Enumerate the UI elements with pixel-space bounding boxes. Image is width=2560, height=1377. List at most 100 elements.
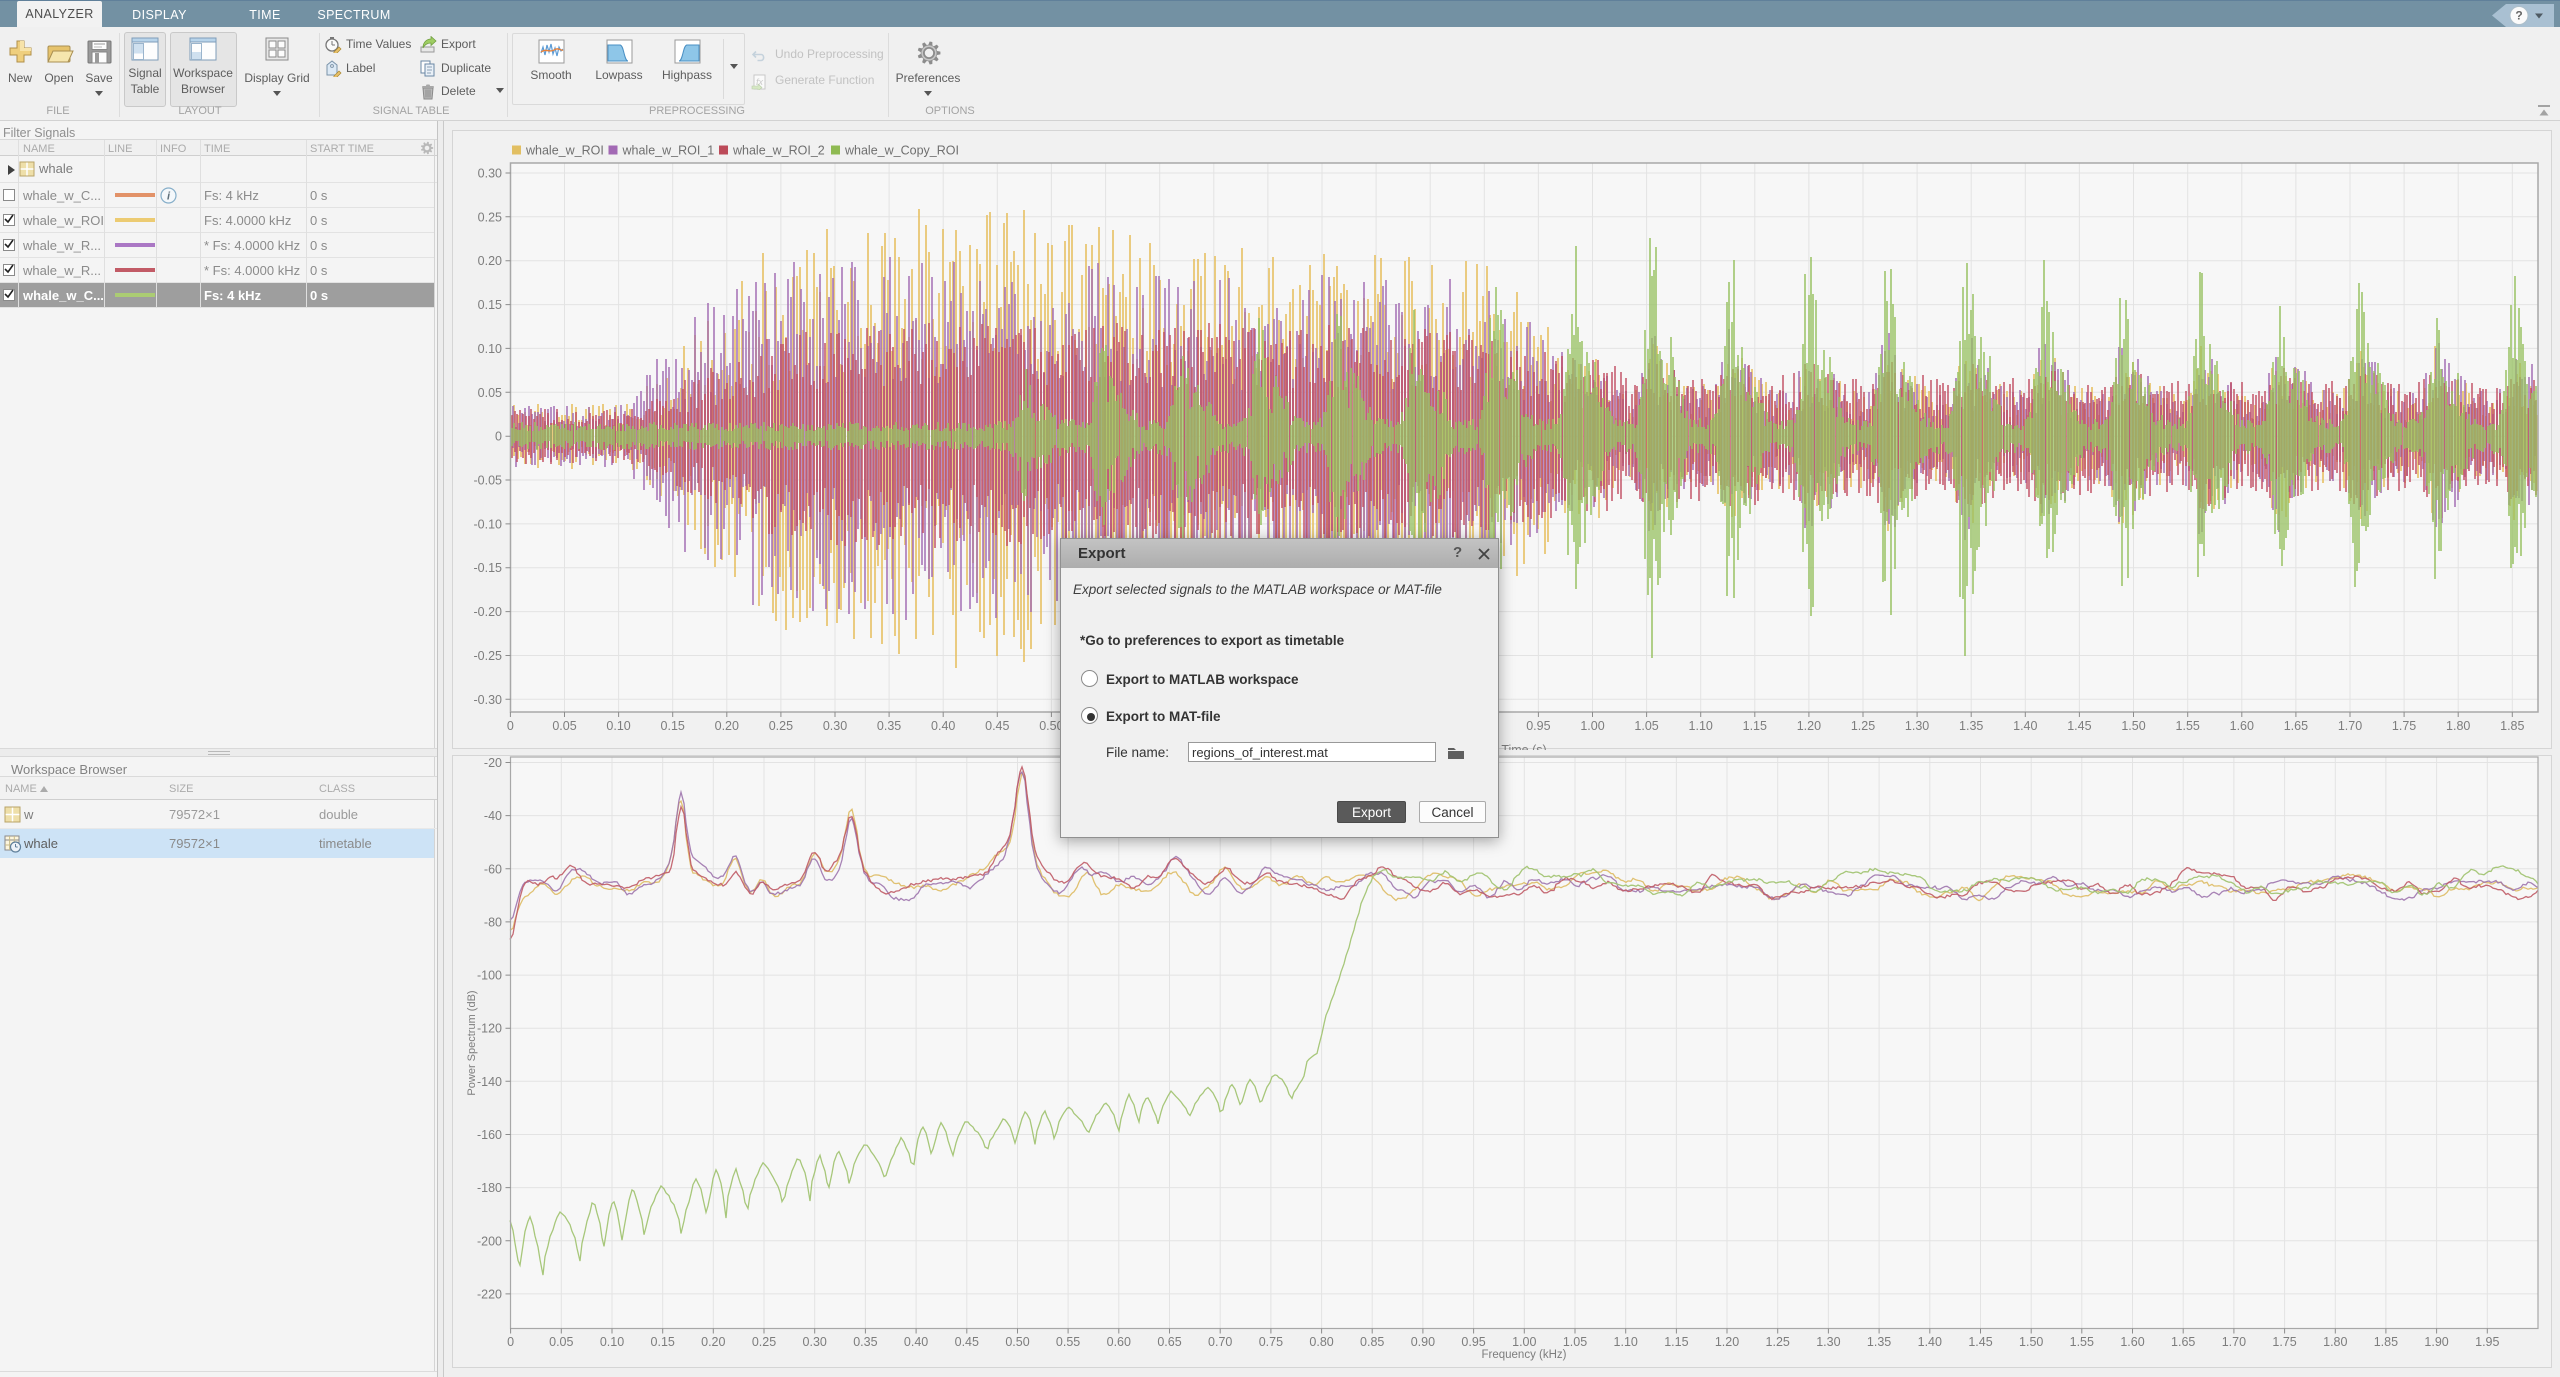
- svg-text:whale_w_ROI_2: whale_w_ROI_2: [732, 144, 825, 158]
- svg-text:1.35: 1.35: [1959, 719, 1983, 733]
- svg-text:-0.30: -0.30: [474, 693, 503, 707]
- svg-text:0.85: 0.85: [1360, 1335, 1384, 1349]
- svg-text:1.65: 1.65: [2284, 719, 2308, 733]
- svg-text:-200: -200: [477, 1234, 502, 1248]
- svg-text:0.25: 0.25: [752, 1335, 776, 1349]
- svg-text:1.00: 1.00: [1512, 1335, 1536, 1349]
- svg-text:0: 0: [507, 719, 514, 733]
- svg-text:1.85: 1.85: [2374, 1335, 2398, 1349]
- svg-text:0.05: 0.05: [552, 719, 576, 733]
- svg-text:1.55: 1.55: [2070, 1335, 2094, 1349]
- svg-text:0.70: 0.70: [1208, 1335, 1232, 1349]
- svg-text:0.95: 0.95: [1461, 1335, 1485, 1349]
- svg-text:-0.25: -0.25: [474, 649, 503, 663]
- svg-text:-140: -140: [477, 1075, 502, 1089]
- svg-text:1.60: 1.60: [2230, 719, 2254, 733]
- svg-text:-0.15: -0.15: [474, 561, 503, 575]
- svg-text:0.90: 0.90: [1411, 1335, 1435, 1349]
- svg-text:0.45: 0.45: [985, 719, 1009, 733]
- svg-text:-0.10: -0.10: [474, 517, 503, 531]
- svg-text:0.30: 0.30: [478, 167, 502, 181]
- svg-text:1.40: 1.40: [1918, 1335, 1942, 1349]
- svg-text:1.10: 1.10: [1689, 719, 1713, 733]
- svg-text:1.25: 1.25: [1851, 719, 1875, 733]
- svg-text:1.20: 1.20: [1715, 1335, 1739, 1349]
- svg-text:1.05: 1.05: [1563, 1335, 1587, 1349]
- svg-text:0: 0: [507, 1335, 514, 1349]
- svg-text:1.40: 1.40: [2013, 719, 2037, 733]
- svg-text:1.60: 1.60: [2120, 1335, 2144, 1349]
- svg-text:0.25: 0.25: [769, 719, 793, 733]
- svg-text:0.10: 0.10: [478, 342, 502, 356]
- svg-text:whale_w_Copy_ROI: whale_w_Copy_ROI: [844, 144, 959, 158]
- svg-text:0.10: 0.10: [600, 1335, 624, 1349]
- svg-text:0.50: 0.50: [1039, 719, 1063, 733]
- svg-text:?: ?: [2515, 9, 2522, 23]
- svg-text:1.80: 1.80: [2323, 1335, 2347, 1349]
- svg-text:1.30: 1.30: [1816, 1335, 1840, 1349]
- svg-text:1.80: 1.80: [2446, 719, 2470, 733]
- svg-text:1.70: 1.70: [2338, 719, 2362, 733]
- svg-text:1.75: 1.75: [2272, 1335, 2296, 1349]
- svg-text:1.25: 1.25: [1766, 1335, 1790, 1349]
- svg-text:1.05: 1.05: [1634, 719, 1658, 733]
- svg-text:Power Spectrum (dB): Power Spectrum (dB): [466, 990, 478, 1095]
- svg-text:0.05: 0.05: [478, 386, 502, 400]
- svg-text:1.90: 1.90: [2424, 1335, 2448, 1349]
- svg-text:-120: -120: [477, 1022, 502, 1036]
- svg-text:-100: -100: [477, 969, 502, 983]
- svg-text:0.05: 0.05: [549, 1335, 573, 1349]
- svg-text:fx: fx: [756, 77, 764, 87]
- svg-text:1.15: 1.15: [1743, 719, 1767, 733]
- svg-text:-20: -20: [484, 756, 502, 770]
- svg-text:1.35: 1.35: [1867, 1335, 1891, 1349]
- svg-text:0: 0: [495, 430, 502, 444]
- svg-text:1.85: 1.85: [2500, 719, 2524, 733]
- svg-text:1.10: 1.10: [1614, 1335, 1638, 1349]
- svg-text:0.45: 0.45: [955, 1335, 979, 1349]
- svg-text:1.50: 1.50: [2121, 719, 2145, 733]
- svg-text:1.50: 1.50: [2019, 1335, 2043, 1349]
- svg-text:-60: -60: [484, 862, 502, 876]
- svg-text:-220: -220: [477, 1287, 502, 1301]
- svg-text:whale_w_ROI: whale_w_ROI: [525, 144, 604, 158]
- svg-text:0.35: 0.35: [877, 719, 901, 733]
- svg-text:1.70: 1.70: [2222, 1335, 2246, 1349]
- svg-text:1.95: 1.95: [2475, 1335, 2499, 1349]
- svg-text:1.75: 1.75: [2392, 719, 2416, 733]
- svg-text:0.15: 0.15: [478, 298, 502, 312]
- svg-text:1.30: 1.30: [1905, 719, 1929, 733]
- svg-text:0.15: 0.15: [651, 1335, 675, 1349]
- svg-text:1.20: 1.20: [1797, 719, 1821, 733]
- svg-text:-0.20: -0.20: [474, 605, 503, 619]
- svg-text:whale_w_ROI_1: whale_w_ROI_1: [622, 144, 715, 158]
- svg-text:1.55: 1.55: [2176, 719, 2200, 733]
- svg-text:0.35: 0.35: [853, 1335, 877, 1349]
- svg-text:0.20: 0.20: [478, 254, 502, 268]
- svg-text:0.65: 0.65: [1157, 1335, 1181, 1349]
- svg-text:0.10: 0.10: [606, 719, 630, 733]
- svg-text:0.20: 0.20: [715, 719, 739, 733]
- svg-text:-40: -40: [484, 809, 502, 823]
- svg-text:0.55: 0.55: [1056, 1335, 1080, 1349]
- svg-text:Time (s): Time (s): [1501, 743, 1546, 750]
- svg-text:0.80: 0.80: [1309, 1335, 1333, 1349]
- svg-text:Frequency (kHz): Frequency (kHz): [1482, 1349, 1567, 1361]
- svg-text:0.75: 0.75: [1259, 1335, 1283, 1349]
- svg-text:1.45: 1.45: [1968, 1335, 1992, 1349]
- svg-text:0.25: 0.25: [478, 210, 502, 224]
- svg-text:-180: -180: [477, 1181, 502, 1195]
- svg-text:1.45: 1.45: [2067, 719, 2091, 733]
- svg-text:i: i: [167, 191, 171, 203]
- svg-text:0.30: 0.30: [803, 1335, 827, 1349]
- svg-text:1.65: 1.65: [2171, 1335, 2195, 1349]
- svg-text:1.15: 1.15: [1664, 1335, 1688, 1349]
- svg-text:-0.05: -0.05: [474, 474, 503, 488]
- svg-text:0.95: 0.95: [1526, 719, 1550, 733]
- svg-text:0.15: 0.15: [661, 719, 685, 733]
- svg-text:1.00: 1.00: [1580, 719, 1604, 733]
- svg-text:0.40: 0.40: [904, 1335, 928, 1349]
- svg-text:-160: -160: [477, 1128, 502, 1142]
- svg-text:0.40: 0.40: [931, 719, 955, 733]
- svg-text:0.60: 0.60: [1107, 1335, 1131, 1349]
